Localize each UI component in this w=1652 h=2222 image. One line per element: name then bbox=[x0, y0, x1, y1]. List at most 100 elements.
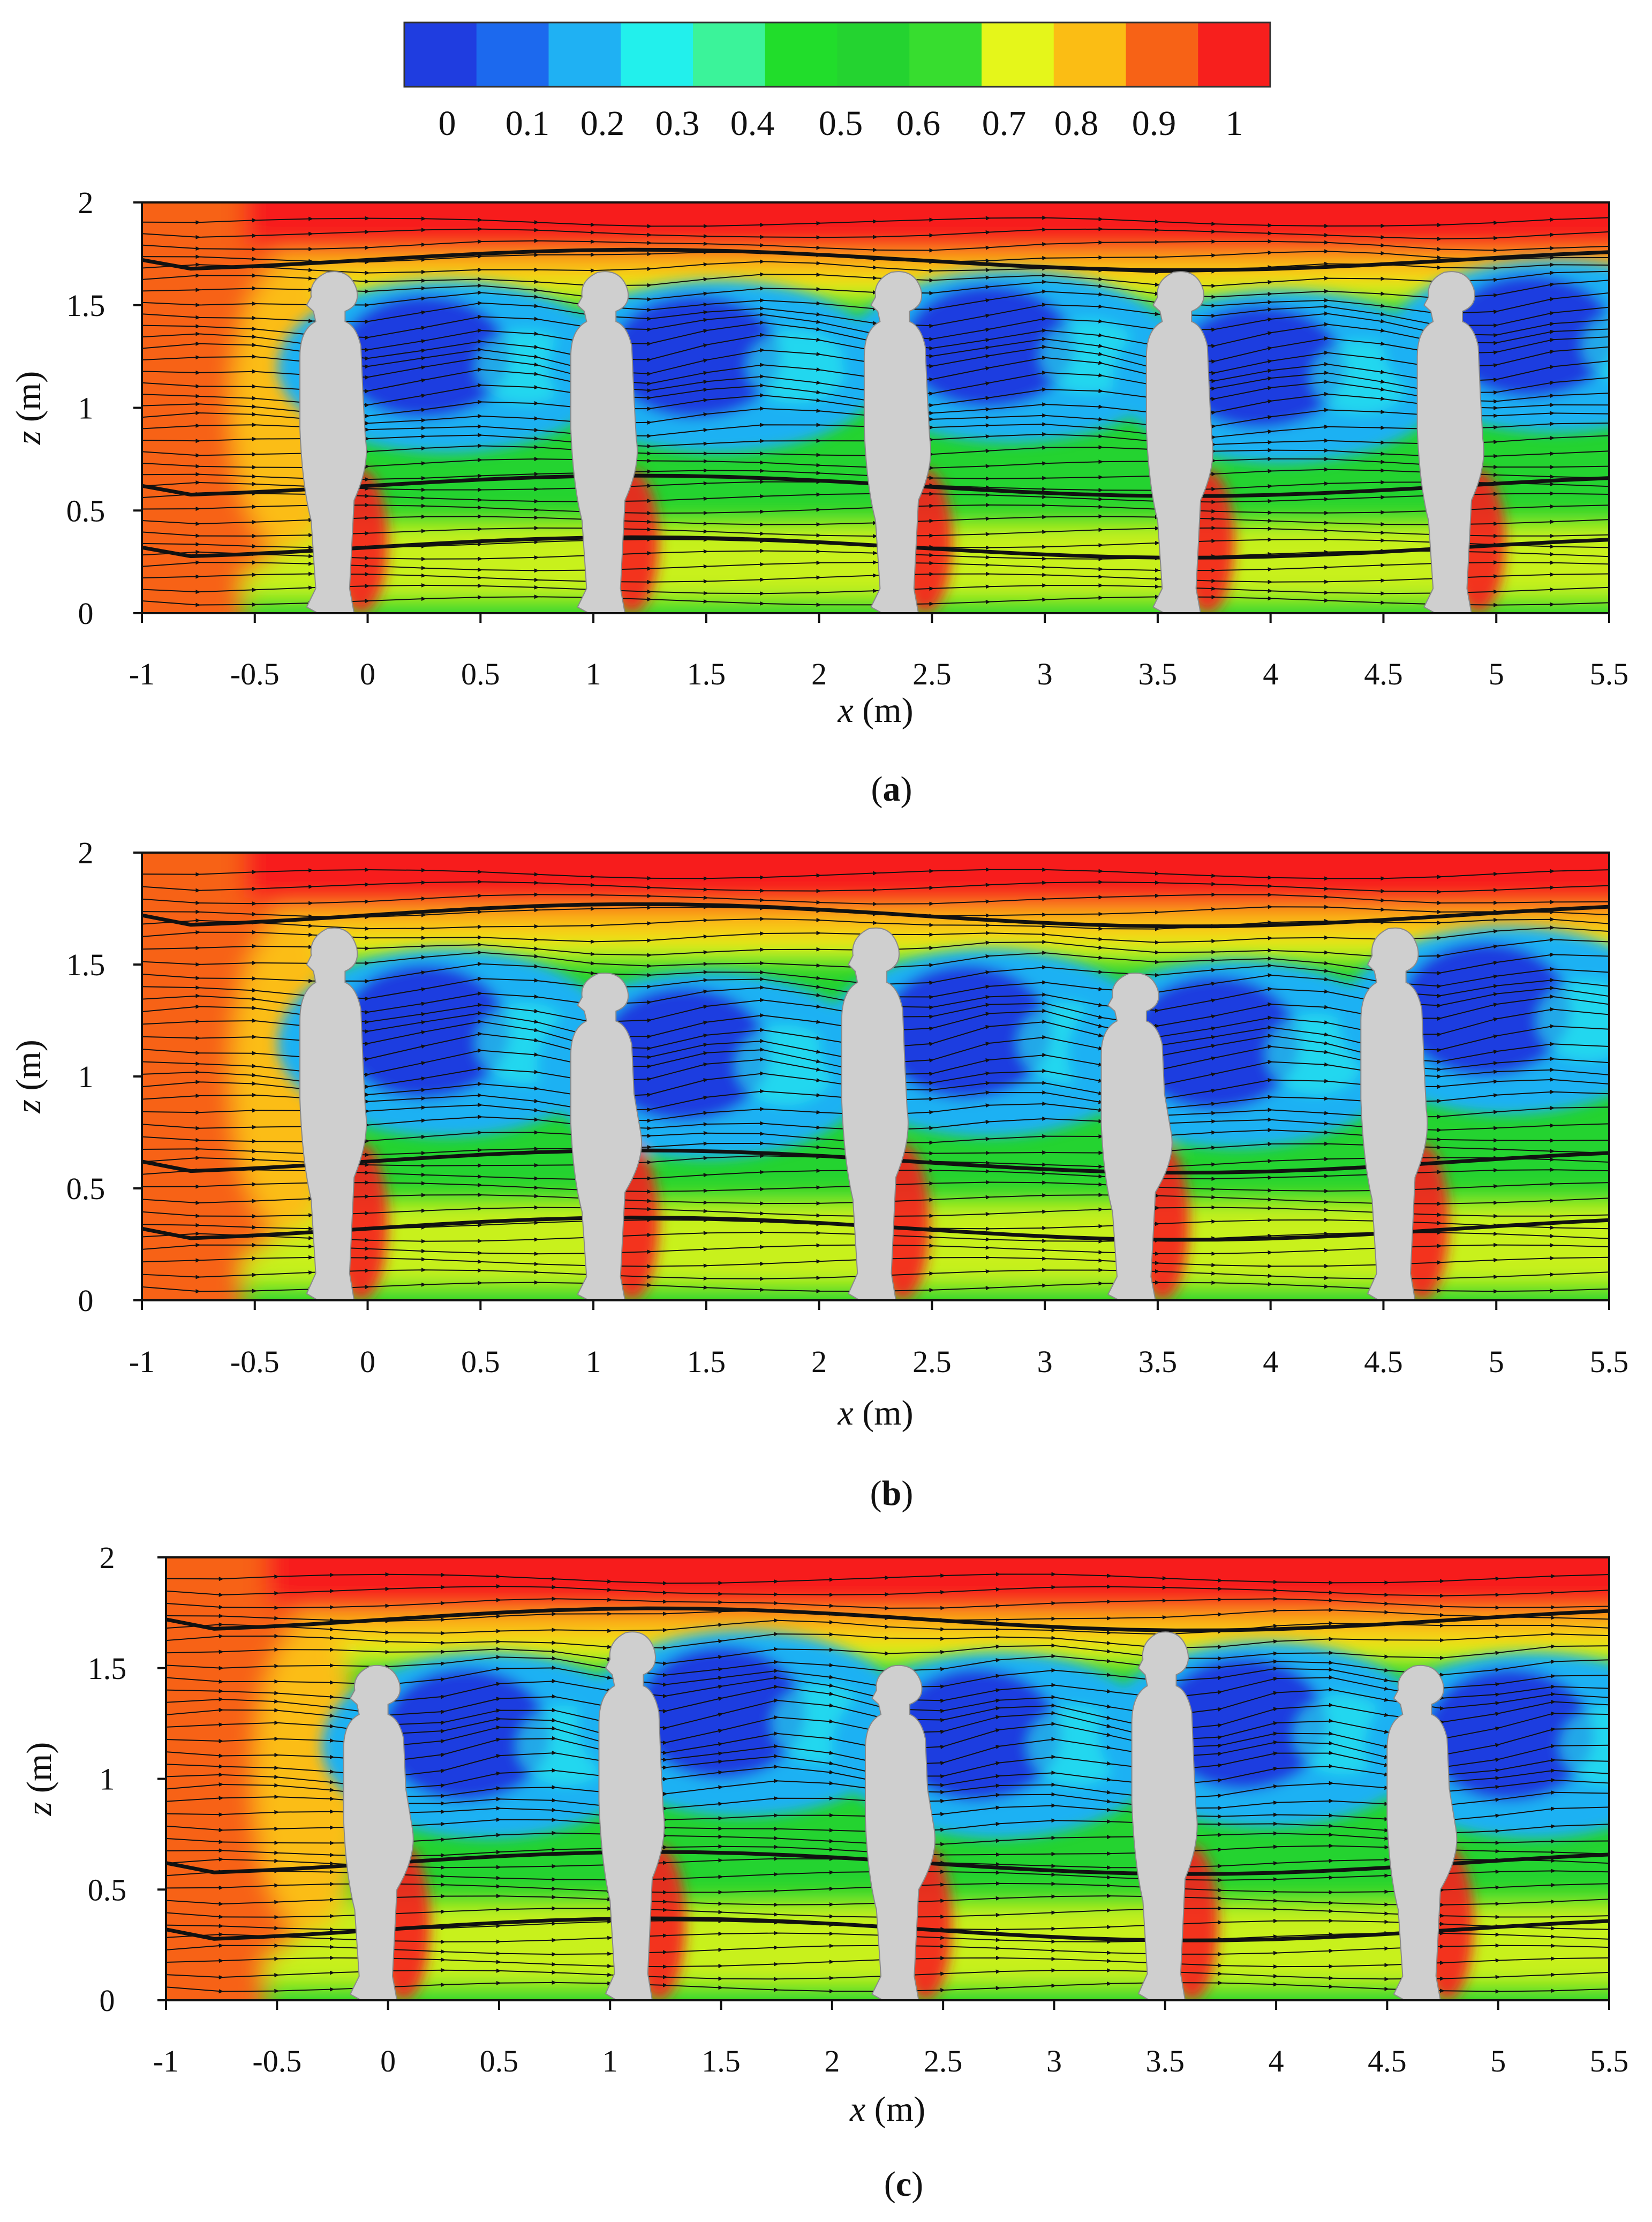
colorbar-segment bbox=[837, 22, 910, 87]
y-tick-label: 1.5 bbox=[66, 288, 105, 323]
panel-c: -1 -0.5 0 0.5 1 1.5 2 2.5 3 3.5 4 4.5 5 5.5 x (m) 0 0.5 1… bbox=[20, 1540, 1628, 2204]
x-tick-label: 1 bbox=[602, 2044, 618, 2078]
field-band-yellow bbox=[166, 1641, 1609, 1664]
x-tick-label: 1 bbox=[586, 657, 601, 691]
x-axis: -1 -0.5 0 0.5 1 1.5 2 2.5 3 3.5 4 4.5 5 5.5 bbox=[153, 2000, 1628, 2078]
streamline bbox=[166, 1596, 1609, 1610]
colorbar-tick-label: 0.4 bbox=[730, 104, 775, 143]
y-tick-label: 0 bbox=[78, 596, 94, 631]
mannequin bbox=[1416, 271, 1484, 614]
x-tick-label: 5.5 bbox=[1590, 2044, 1629, 2078]
x-tick-label: 5 bbox=[1490, 2044, 1506, 2078]
mannequin bbox=[570, 973, 643, 1301]
x-tick-label: -1 bbox=[129, 657, 155, 691]
streamline bbox=[142, 525, 1609, 539]
streamline bbox=[142, 892, 1609, 906]
panel-label: (b) bbox=[870, 1474, 914, 1513]
y-axis-unit: (m) bbox=[9, 371, 48, 431]
colorbar-segment bbox=[1053, 22, 1126, 87]
x-tick-label: 5.5 bbox=[1590, 657, 1629, 691]
mannequin bbox=[863, 271, 931, 614]
x-tick-label: 4.5 bbox=[1364, 1344, 1403, 1379]
x-tick-label: 3.5 bbox=[1138, 1344, 1178, 1379]
x-tick-label: -0.5 bbox=[230, 657, 280, 691]
x-tick-label: 3.5 bbox=[1146, 2044, 1185, 2078]
y-tick-label: 0.5 bbox=[66, 1171, 105, 1206]
y-axis: 0 0.5 1 1.5 2 bbox=[66, 185, 142, 631]
y-tick-label: 1.5 bbox=[66, 947, 105, 982]
colorbar-tick-label: 0.6 bbox=[896, 104, 941, 143]
x-tick-label: 4.5 bbox=[1368, 2044, 1407, 2078]
x-axis-title: x (m) bbox=[849, 2090, 925, 2129]
x-tick-label: 5.5 bbox=[1590, 1344, 1629, 1379]
colorbar-tick-label: 0.8 bbox=[1054, 104, 1099, 143]
streamline bbox=[142, 227, 1609, 241]
streamline bbox=[142, 215, 1609, 229]
x-tick-label: 0 bbox=[380, 2044, 396, 2078]
y-tick-label: 0.5 bbox=[66, 493, 105, 528]
y-tick-label: 0 bbox=[78, 1283, 94, 1318]
x-axis-var: x bbox=[837, 1394, 853, 1433]
y-axis-var: z bbox=[9, 1099, 48, 1114]
y-axis-title: z (m) bbox=[9, 1040, 48, 1113]
mannequin bbox=[1131, 1631, 1198, 2001]
x-axis-var: x bbox=[849, 2090, 865, 2129]
colorbar-segment bbox=[621, 22, 693, 87]
colorbar-segment bbox=[1126, 22, 1198, 87]
x-tick-label: 0.5 bbox=[461, 1344, 500, 1379]
y-tick-label: 0.5 bbox=[88, 1872, 127, 1907]
x-tick-label: 3 bbox=[1046, 2044, 1062, 2078]
x-tick-label: 1.5 bbox=[687, 657, 726, 691]
streamline-bundle bbox=[142, 535, 1609, 560]
x-tick-label: 3 bbox=[1037, 657, 1053, 691]
x-tick-label: 2.5 bbox=[912, 657, 952, 691]
mannequin bbox=[570, 271, 638, 614]
x-tick-label: 1.5 bbox=[687, 1344, 726, 1379]
colorbar-tick-label: 0.7 bbox=[982, 104, 1027, 143]
colorbar-tick-label: 1 bbox=[1226, 104, 1243, 143]
streamline-bundle bbox=[166, 1606, 1609, 1632]
x-tick-label: -0.5 bbox=[252, 2044, 301, 2078]
colorbar: 0 0.1 0.2 0.3 0.4 0.5 0.6 0.7 0.8 0.9 1 bbox=[403, 21, 1271, 143]
colorbar-segment bbox=[1198, 22, 1271, 87]
colorbar-segment bbox=[476, 22, 549, 87]
mannequin bbox=[598, 1631, 665, 2001]
streamline bbox=[142, 867, 1609, 881]
x-axis-title: x (m) bbox=[837, 691, 913, 730]
x-axis-unit: (m) bbox=[854, 691, 914, 730]
y-axis-title: z (m) bbox=[20, 1742, 59, 1816]
x-tick-label: 0 bbox=[360, 1344, 375, 1379]
x-axis: -1 -0.5 0 0.5 1 1.5 2 2.5 3 3.5 4 4.5 5 5.5 bbox=[129, 613, 1628, 691]
mannequin bbox=[299, 271, 367, 614]
streamline bbox=[142, 571, 1609, 584]
x-tick-label: 2.5 bbox=[924, 2044, 963, 2078]
mannequin bbox=[841, 927, 909, 1301]
y-axis-unit: (m) bbox=[20, 1742, 59, 1802]
x-tick-label: 0 bbox=[360, 657, 375, 691]
x-tick-label: 4 bbox=[1263, 657, 1278, 691]
x-axis-var: x bbox=[837, 691, 853, 730]
wake-zone-cyan bbox=[746, 329, 847, 404]
x-axis-unit: (m) bbox=[854, 1394, 914, 1433]
colorbar-segment bbox=[982, 22, 1054, 87]
x-tick-label: 1 bbox=[586, 1344, 601, 1379]
colorbar-tick-label: 0.9 bbox=[1132, 104, 1176, 143]
colorbar-segment bbox=[693, 22, 766, 87]
y-tick-label: 0 bbox=[100, 1983, 115, 2018]
x-tick-label: -0.5 bbox=[230, 1344, 280, 1379]
x-tick-label: 2 bbox=[811, 657, 827, 691]
panel-letter: c bbox=[896, 2165, 911, 2204]
panel-letter: a bbox=[883, 770, 901, 809]
panel-letter: b bbox=[882, 1474, 902, 1513]
x-tick-label: 2 bbox=[811, 1344, 827, 1379]
mannequin bbox=[299, 927, 367, 1301]
mannequins bbox=[343, 1631, 1458, 2001]
x-tick-label: 4 bbox=[1263, 1344, 1278, 1379]
mannequins bbox=[299, 271, 1484, 614]
streamline bbox=[142, 879, 1609, 894]
mannequin bbox=[1386, 1664, 1458, 2001]
colorbar-tick-label: 0 bbox=[439, 104, 456, 143]
panel-label: (c) bbox=[884, 2165, 923, 2204]
x-tick-label: 2 bbox=[824, 2044, 840, 2078]
